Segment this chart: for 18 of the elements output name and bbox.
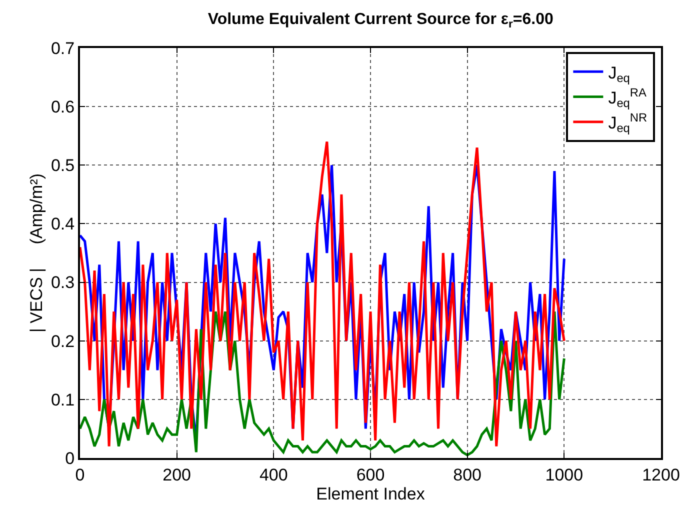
y-tick-label: 0.4 (50, 214, 75, 234)
y-axis-title: | VECS | (Amp/m²) (27, 173, 46, 333)
x-tick-label: 800 (453, 465, 482, 484)
y-tick-label: 0.5 (50, 156, 75, 176)
y-tick-label: 0.1 (50, 390, 75, 410)
y-tick-label: 0 (65, 448, 75, 468)
x-tick-label: 200 (162, 465, 192, 484)
chart-title: Volume Equivalent Current Source for ε$_{r}$=6.00 (208, 11, 554, 30)
y-tick-label: 0.6 (50, 98, 75, 117)
y-tick-label: 0.3 (50, 273, 75, 292)
x-tick-label: 400 (259, 465, 288, 484)
x-tick-label: 1000 (545, 465, 584, 484)
x-tick-label: 600 (356, 465, 385, 484)
x-tick-label: 1200 (642, 465, 680, 484)
y-tick-label: 0.2 (50, 332, 75, 351)
x-axis-title: Element Index (316, 484, 426, 504)
legend-label: J$_{eq}$ (608, 63, 630, 85)
y-tick-label: 0.7 (50, 38, 75, 58)
